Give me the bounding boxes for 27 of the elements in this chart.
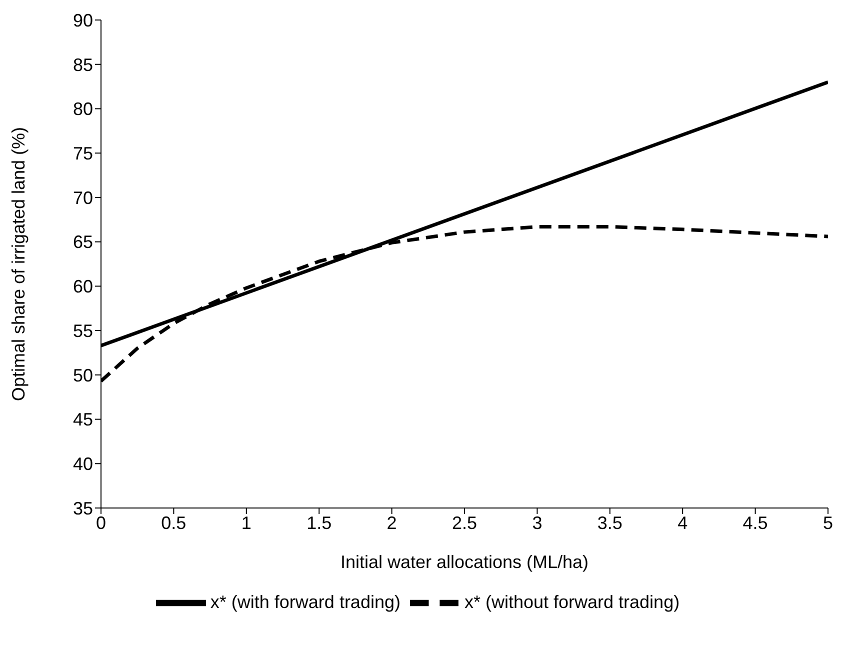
x-tick-label: 0.5 bbox=[161, 512, 186, 533]
x-tick-label: 1.5 bbox=[306, 512, 332, 533]
legend-label: x* (with forward trading) bbox=[210, 592, 400, 612]
y-tick-label: 45 bbox=[72, 410, 93, 430]
y-tick-label: 85 bbox=[72, 54, 93, 75]
y-tick-label: 40 bbox=[72, 454, 93, 474]
y-tick-label: 35 bbox=[72, 498, 93, 518]
y-axis-title: Optimal share of irrigated land (%) bbox=[8, 126, 28, 402]
x-tick-label: 4 bbox=[678, 512, 688, 533]
y-tick-label: 60 bbox=[72, 276, 93, 297]
x-tick-label: 5 bbox=[822, 512, 834, 533]
x-tick-label: 0 bbox=[96, 512, 106, 533]
y-tick-label: 50 bbox=[72, 365, 93, 386]
y-tick-label: 70 bbox=[72, 188, 93, 208]
x-tick-label: 2.5 bbox=[452, 512, 478, 533]
x-tick-label: 4.5 bbox=[742, 512, 768, 533]
x-tick-label: 1 bbox=[241, 512, 252, 533]
y-tick-label: 75 bbox=[72, 143, 93, 164]
y-tick-label: 65 bbox=[72, 232, 93, 252]
legend-label: x* (without forward trading) bbox=[464, 592, 680, 612]
y-tick-label: 80 bbox=[72, 99, 93, 120]
y-tick-label: 90 bbox=[72, 10, 93, 30]
x-axis-title: Initial water allocations (ML/ha) bbox=[340, 552, 589, 572]
y-tick-label: 55 bbox=[72, 320, 93, 341]
x-tick-label: 2 bbox=[386, 512, 397, 533]
x-tick-label: 3.5 bbox=[597, 512, 622, 533]
x-tick-label: 3 bbox=[532, 512, 542, 533]
